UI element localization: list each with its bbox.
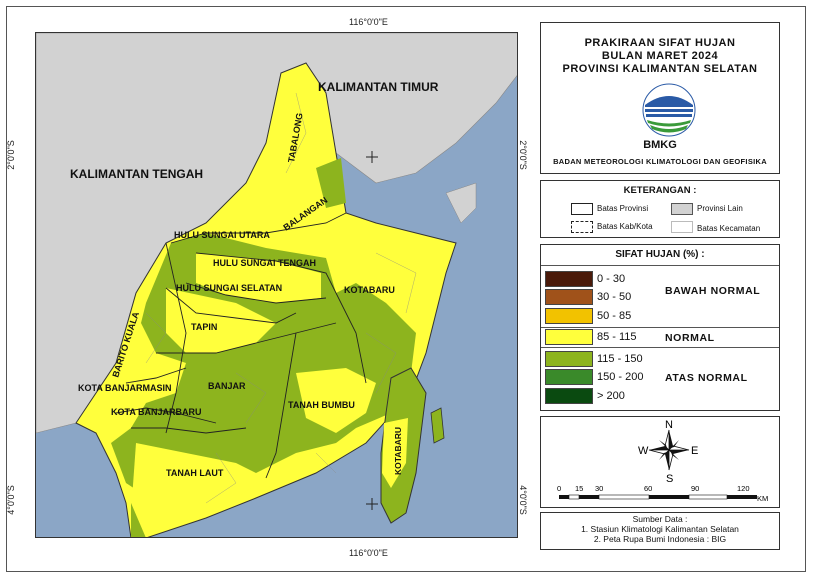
map-svg: KALIMANTAN TIMUR KALIMANTAN TENGAH TABAL… bbox=[36, 33, 517, 537]
scale-tick-60: 60 bbox=[644, 484, 652, 493]
compass-rose-icon bbox=[648, 429, 690, 471]
legend-heading: SIFAT HUJAN (%) : bbox=[615, 249, 705, 260]
keterangan-heading: KETERANGAN : bbox=[623, 185, 697, 196]
map-area: KALIMANTAN TIMUR KALIMANTAN TENGAH TABAL… bbox=[35, 32, 518, 538]
provinsi-lain-label: Provinsi Lain bbox=[697, 204, 743, 213]
agency-name: BADAN METEOROLOGI KLIMATOLOGI DAN GEOFIS… bbox=[553, 157, 767, 166]
label-kotabaru: KOTABARU bbox=[344, 285, 395, 295]
legend-swatch-6 bbox=[545, 388, 593, 404]
legend-swatch-0 bbox=[545, 271, 593, 287]
region-green-balangan bbox=[316, 158, 346, 208]
source-heading: Sumber Data : bbox=[632, 514, 688, 524]
batas-kab-swatch bbox=[571, 221, 593, 233]
keterangan-panel: KETERANGAN : Batas Provinsi Provinsi Lai… bbox=[540, 180, 780, 238]
scale-unit: KM bbox=[757, 494, 768, 503]
coord-right-lat-2: 2°0'0"S bbox=[517, 140, 528, 170]
scale-tick-15: 15 bbox=[575, 484, 583, 493]
kecamatan-boundaries bbox=[145, 92, 417, 504]
legend-range-2: 50 - 85 bbox=[597, 310, 632, 322]
title-panel: PRAKIRAAN SIFAT HUJAN BULAN MARET 2024 P… bbox=[540, 22, 780, 174]
label-tanbu: TANAH BUMBU bbox=[288, 400, 355, 410]
compass-w: W bbox=[638, 445, 649, 457]
legend-swatch-2 bbox=[545, 308, 593, 324]
island-yellow-part bbox=[382, 418, 408, 488]
legend-range-0: 0 - 30 bbox=[597, 273, 626, 285]
source-line-2: 2. Peta Rupa Bumi Indonesia : BIG bbox=[593, 534, 727, 544]
category-atas-normal: ATAS NORMAL bbox=[665, 372, 748, 384]
legend-row-6: > 200 bbox=[545, 388, 625, 404]
scale-bar bbox=[559, 494, 757, 500]
label-kaltim: KALIMANTAN TIMUR bbox=[318, 80, 439, 94]
bmkg-logo-text: BMKG bbox=[643, 139, 677, 151]
legend-panel: SIFAT HUJAN (%) : 0 - 30 30 - 50 50 - 85… bbox=[540, 244, 780, 411]
coord-left-lat-2: 2°0'0"S bbox=[5, 140, 16, 170]
title-line-1: PRAKIRAAN SIFAT HUJAN bbox=[584, 37, 736, 49]
label-banjar: BANJAR bbox=[208, 381, 246, 391]
district-boundaries bbox=[115, 212, 367, 479]
scale-tick-0: 0 bbox=[557, 484, 561, 493]
legend-range-5: 150 - 200 bbox=[597, 371, 644, 383]
legend-row-3: 85 - 115 bbox=[545, 329, 637, 345]
source-line-1: 1. Stasiun Klimatologi Kalimantan Selata… bbox=[581, 524, 739, 534]
legend-range-1: 30 - 50 bbox=[597, 291, 632, 303]
compass-scale-svg: N S E W 0 15 30 60 90 120 KM bbox=[557, 419, 768, 503]
label-tala: TANAH LAUT bbox=[166, 468, 224, 478]
legend-swatch-3 bbox=[545, 329, 593, 345]
legend-range-3: 85 - 115 bbox=[597, 331, 637, 343]
batas-kecamatan-label: Batas Kecamatan bbox=[697, 224, 761, 233]
batas-provinsi-swatch bbox=[571, 203, 593, 215]
compass-n: N bbox=[665, 419, 673, 431]
compass-s: S bbox=[666, 473, 673, 485]
bmkg-logo-icon bbox=[642, 83, 696, 137]
legend-divider-top bbox=[541, 265, 779, 266]
grid-crosses bbox=[366, 151, 378, 510]
provinsi-lain-swatch bbox=[671, 203, 693, 215]
region-yellow-tapin bbox=[166, 288, 276, 353]
label-hss: HULU SUNGAI SELATAN bbox=[176, 283, 282, 293]
east-coast-land bbox=[445, 182, 477, 224]
region-yellow-tala bbox=[131, 443, 266, 533]
coord-right-lat-4: 4°0'0"S bbox=[517, 485, 528, 515]
compass-scale-panel: N S E W 0 15 30 60 90 120 KM bbox=[540, 416, 780, 508]
legend-divider-bn bbox=[541, 327, 779, 328]
legend-row-4: 115 - 150 bbox=[545, 351, 643, 367]
label-kotabaru-island: KOTABARU bbox=[393, 427, 403, 475]
category-normal: NORMAL bbox=[665, 332, 715, 344]
coord-bottom-lon: 116°0'0"E bbox=[349, 548, 388, 558]
legend-row-1: 30 - 50 bbox=[545, 289, 631, 305]
category-bawah-normal: BAWAH NORMAL bbox=[665, 285, 761, 297]
label-kalteng: KALIMANTAN TENGAH bbox=[70, 167, 203, 181]
compass-e: E bbox=[691, 445, 698, 457]
label-hsu: HULU SUNGAI UTARA bbox=[174, 230, 270, 240]
legend-swatch-1 bbox=[545, 289, 593, 305]
region-yellow-hst bbox=[196, 253, 321, 303]
scale-tick-30: 30 bbox=[595, 484, 603, 493]
label-banjarbaru: KOTA BANJARBARU bbox=[111, 407, 202, 417]
island-small bbox=[430, 407, 445, 444]
region-yellow-tanbu bbox=[296, 368, 376, 433]
legend-swatch-4 bbox=[545, 351, 593, 367]
legend-range-6: > 200 bbox=[597, 390, 625, 402]
source-panel: Sumber Data : 1. Stasiun Klimatologi Kal… bbox=[540, 512, 780, 550]
map-frame bbox=[6, 6, 806, 572]
legend-divider-n bbox=[541, 347, 779, 348]
legend-swatch-5 bbox=[545, 369, 593, 385]
coord-top-lon: 116°0'0"E bbox=[349, 17, 388, 27]
scale-tick-90: 90 bbox=[691, 484, 699, 493]
legend-range-4: 115 - 150 bbox=[597, 353, 643, 365]
coord-left-lat-4: 4°0'0"S bbox=[5, 485, 16, 515]
label-tapin: TAPIN bbox=[191, 322, 217, 332]
batas-kecamatan-swatch bbox=[671, 221, 693, 233]
title-line-2: BULAN MARET 2024 bbox=[601, 50, 719, 62]
scale-tick-120: 120 bbox=[737, 484, 750, 493]
label-banjarmasin: KOTA BANJARMASIN bbox=[78, 383, 172, 393]
label-hst: HULU SUNGAI TENGAH bbox=[213, 258, 316, 268]
legend-row-0: 0 - 30 bbox=[545, 271, 625, 287]
batas-provinsi-label: Batas Provinsi bbox=[597, 204, 649, 213]
legend-row-2: 50 - 85 bbox=[545, 308, 631, 324]
legend-row-5: 150 - 200 bbox=[545, 369, 643, 385]
batas-kab-label: Batas Kab/Kota bbox=[597, 222, 653, 231]
title-line-3: PROVINSI KALIMANTAN SELATAN bbox=[562, 63, 758, 75]
